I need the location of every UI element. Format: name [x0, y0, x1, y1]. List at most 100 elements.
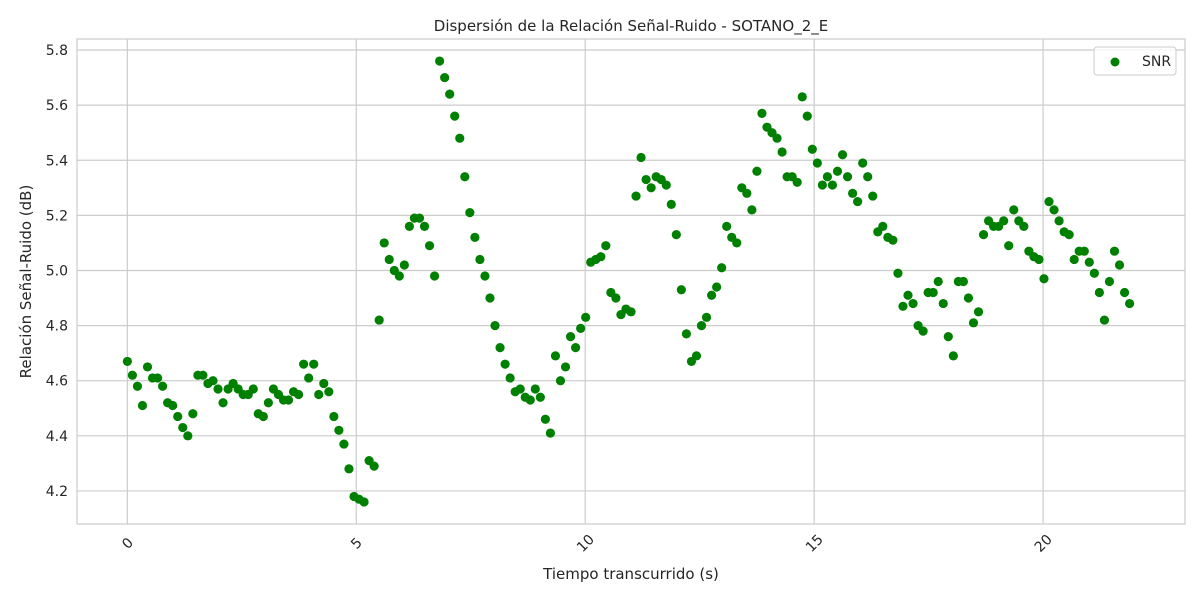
- data-point: [1119, 287, 1130, 298]
- y-tick-label: 5.4: [46, 153, 68, 169]
- data-point: [168, 400, 178, 411]
- data-point: [535, 392, 545, 402]
- y-tick-label: 5.6: [46, 98, 68, 114]
- data-point: [530, 384, 540, 394]
- data-point: [1084, 257, 1094, 267]
- data-point: [802, 111, 812, 121]
- data-point: [757, 108, 767, 119]
- data-point: [369, 461, 379, 471]
- legend-label: SNR: [1142, 54, 1171, 70]
- data-point: [822, 172, 833, 182]
- data-point: [1054, 216, 1064, 226]
- data-point: [646, 183, 656, 193]
- data-point: [676, 285, 686, 295]
- data-point: [565, 332, 576, 342]
- data-point: [903, 290, 913, 300]
- data-point: [455, 133, 465, 143]
- data-point: [470, 232, 480, 243]
- legend-box: [1093, 46, 1177, 76]
- data-point: [853, 196, 863, 207]
- x-axis-label: Tiempo transcurrido (s): [542, 565, 719, 583]
- data-point: [681, 329, 692, 339]
- data-point: [581, 312, 591, 322]
- data-point: [137, 400, 148, 411]
- data-point: [732, 238, 742, 248]
- data-point: [1114, 260, 1125, 270]
- data-point: [712, 282, 722, 292]
- data-point: [626, 307, 636, 317]
- data-point: [973, 307, 984, 317]
- data-point: [968, 318, 979, 328]
- data-point: [309, 359, 319, 369]
- data-point: [1034, 254, 1044, 265]
- grid: [77, 39, 1185, 524]
- data-point: [198, 370, 208, 380]
- data-point: [1009, 205, 1019, 215]
- data-point: [374, 315, 384, 325]
- data-point: [858, 158, 868, 168]
- data-point: [777, 147, 787, 157]
- data-point: [596, 252, 606, 262]
- data-point: [440, 72, 450, 83]
- data-point: [429, 271, 440, 281]
- data-point: [661, 180, 671, 190]
- data-point: [500, 359, 510, 369]
- y-tick-label: 5.2: [46, 208, 68, 224]
- legend: SNR: [1093, 46, 1177, 76]
- data-point: [848, 188, 858, 198]
- data-point: [747, 205, 757, 215]
- data-point: [1099, 315, 1110, 325]
- data-point: [792, 177, 802, 187]
- data-point: [812, 158, 822, 168]
- y-tick-label: 4.4: [46, 429, 68, 445]
- data-point: [208, 376, 218, 386]
- data-point: [1004, 241, 1014, 251]
- data-point: [943, 332, 953, 342]
- data-point: [540, 414, 550, 424]
- y-tick-label: 5.0: [46, 263, 68, 279]
- data-point: [1104, 276, 1115, 287]
- data-point: [545, 428, 556, 438]
- data-point: [576, 323, 586, 333]
- data-point: [525, 395, 535, 405]
- data-point: [460, 172, 470, 182]
- data-point: [495, 343, 505, 353]
- data-point: [213, 384, 223, 394]
- data-point: [666, 199, 676, 209]
- data-point: [938, 298, 948, 309]
- data-point: [127, 370, 137, 380]
- data-point: [490, 320, 500, 331]
- data-point: [722, 221, 732, 231]
- data-point: [571, 343, 581, 353]
- data-point: [505, 373, 515, 383]
- data-point: [465, 208, 475, 218]
- data-point: [480, 271, 490, 281]
- data-point: [329, 411, 339, 422]
- chart-title: Dispersión de la Relación Señal-Ruido - …: [434, 17, 828, 36]
- data-point: [701, 312, 712, 322]
- data-point: [152, 373, 163, 383]
- data-point: [344, 464, 354, 474]
- y-tick-label: 4.6: [46, 374, 68, 390]
- data-point: [772, 133, 782, 143]
- data-point: [132, 381, 143, 391]
- data-point: [933, 276, 943, 287]
- data-point: [339, 439, 349, 449]
- data-point: [963, 293, 974, 303]
- data-point: [248, 384, 258, 394]
- data-point: [319, 378, 329, 389]
- data-point: [978, 230, 989, 240]
- data-point: [394, 271, 404, 281]
- data-point: [827, 180, 838, 190]
- data-point: [384, 254, 394, 265]
- data-point: [445, 89, 455, 99]
- data-point: [1044, 196, 1054, 207]
- data-point: [601, 241, 611, 251]
- data-point: [324, 387, 334, 397]
- data-point: [1039, 274, 1049, 284]
- y-axis-label: Relación Señal-Ruido (dB): [17, 185, 35, 379]
- data-point: [691, 351, 702, 361]
- data-point: [414, 213, 425, 223]
- data-point: [334, 425, 344, 435]
